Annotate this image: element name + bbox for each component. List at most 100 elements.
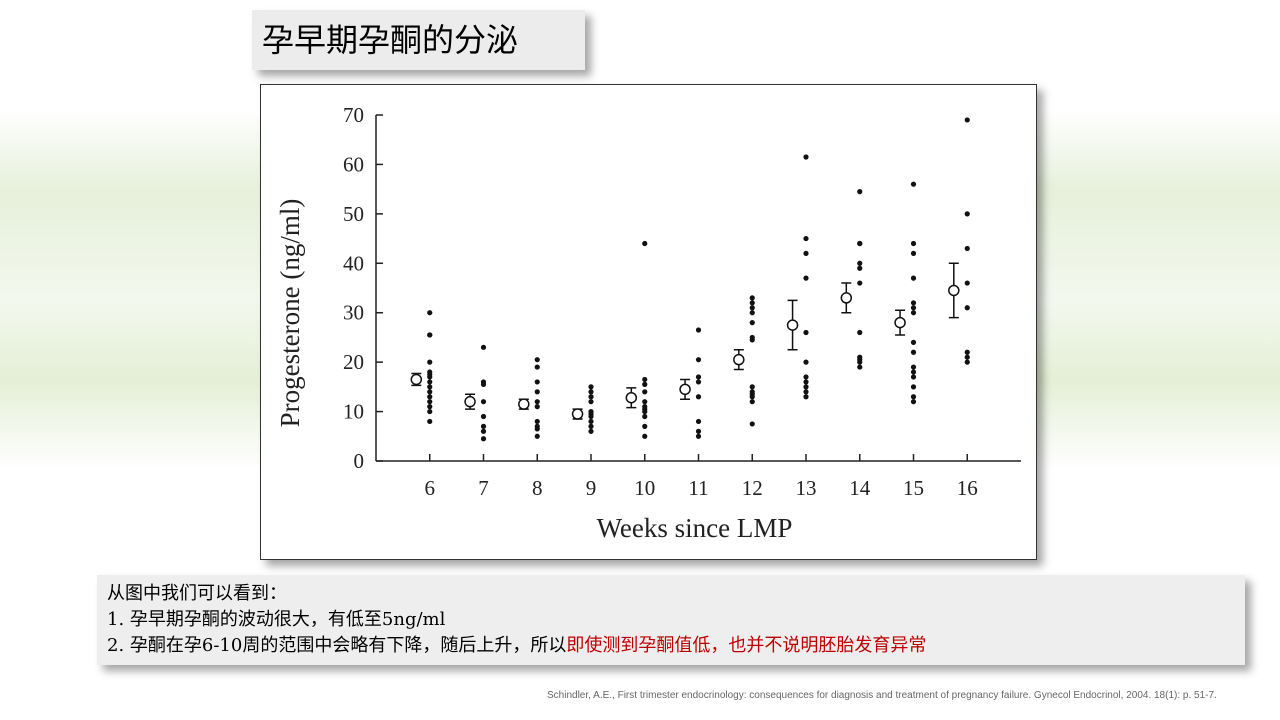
note-line: 2. 孕酮在孕6-10周的范围中会略有下降，随后上升，所以即使测到孕酮值低，也并… xyxy=(107,633,1235,659)
mean-marker xyxy=(518,398,530,410)
data-point xyxy=(534,418,540,425)
x-tick-label: 12 xyxy=(742,476,763,500)
data-point xyxy=(857,189,863,195)
data-point xyxy=(749,300,755,306)
data-point xyxy=(642,240,648,247)
data-point xyxy=(803,250,809,256)
data-point xyxy=(964,349,970,355)
data-point xyxy=(803,389,809,395)
data-point xyxy=(695,433,702,439)
data-point xyxy=(588,389,594,395)
y-axis-label: Progesterone (ng/ml) xyxy=(275,199,305,428)
citation: Schindler, A.E., First trimester endocri… xyxy=(547,690,1217,701)
data-point xyxy=(427,374,433,380)
data-point xyxy=(964,117,970,123)
data-point xyxy=(642,389,648,395)
note-text: 即使测到孕酮值低，也并不说明胚胎发育异常 xyxy=(566,635,927,656)
mean-marker xyxy=(679,383,691,396)
data-point xyxy=(803,394,809,400)
data-point xyxy=(534,364,540,370)
data-point xyxy=(588,413,594,420)
mean-marker xyxy=(733,353,745,366)
data-point xyxy=(749,337,755,343)
data-point xyxy=(427,379,433,385)
data-point xyxy=(642,376,648,383)
data-point xyxy=(642,399,648,405)
data-point xyxy=(910,364,917,370)
data-point xyxy=(964,280,970,286)
note-text: 1. 孕早期孕酮的波动很大，有低至5ng/ml xyxy=(107,609,446,630)
data-point xyxy=(910,349,917,355)
data-point xyxy=(910,394,917,400)
x-axis-label: Weeks since LMP xyxy=(597,513,793,543)
chart-frame: 0 10 20 30 40 50 60 70 6 7 8 9 10 11 12 13 14 15 16 Weeks s… xyxy=(260,84,1037,560)
data-point xyxy=(749,320,755,326)
mean-marker xyxy=(571,408,584,420)
data-point xyxy=(749,399,755,405)
x-tick-label: 16 xyxy=(957,476,978,500)
mean-marker xyxy=(786,319,799,331)
data-point xyxy=(642,381,648,387)
data-point xyxy=(427,399,433,405)
data-point xyxy=(910,399,917,405)
data-point xyxy=(749,384,755,390)
data-point xyxy=(588,384,594,390)
data-point xyxy=(480,428,487,434)
data-point xyxy=(964,245,970,252)
chart: 0 10 20 30 40 50 60 70 6 7 8 9 10 11 12 13 14 15 16 Weeks s… xyxy=(275,103,1021,543)
data-point xyxy=(803,275,809,281)
data-point xyxy=(427,389,433,395)
data-point xyxy=(427,359,433,365)
data-point xyxy=(803,235,809,242)
data-point xyxy=(427,408,433,415)
notes: 从图中我们可以看到： 1. 孕早期孕酮的波动很大，有低至5ng/ml 2. 孕酮在孕… xyxy=(97,575,1245,665)
data-point xyxy=(857,265,863,271)
x-tick-label: 10 xyxy=(634,476,655,500)
data-point xyxy=(857,280,863,286)
y-tick-label: 20 xyxy=(343,350,364,374)
note-text: 从图中我们可以看到： xyxy=(107,583,287,604)
y-tick-label: 0 xyxy=(354,449,365,473)
data-point xyxy=(910,305,917,311)
y-tick-label: 30 xyxy=(343,301,364,325)
x-tick-label: 13 xyxy=(796,476,817,500)
data-point xyxy=(857,240,863,247)
data-point xyxy=(910,374,917,380)
data-point xyxy=(695,394,702,400)
data-point xyxy=(695,418,702,425)
data-point xyxy=(749,295,755,301)
data-point xyxy=(910,275,917,281)
data-point xyxy=(534,399,540,405)
data-point xyxy=(803,379,809,385)
data-point xyxy=(642,433,648,439)
mean-marker xyxy=(410,373,423,386)
data-point xyxy=(695,374,702,380)
data-point xyxy=(857,329,863,336)
data-point xyxy=(534,379,540,385)
data-point xyxy=(427,404,433,410)
data-point xyxy=(480,413,487,420)
data-point xyxy=(588,428,594,434)
data-point xyxy=(642,423,648,429)
note-line: 从图中我们可以看到： xyxy=(107,581,1235,607)
data-point xyxy=(427,384,433,390)
data-point xyxy=(695,327,702,333)
y-tick-label: 60 xyxy=(343,152,364,176)
data-point xyxy=(857,364,863,370)
data-point xyxy=(588,423,594,429)
data-point xyxy=(480,399,487,405)
data-point xyxy=(534,389,540,395)
data-point xyxy=(534,404,540,410)
data-point xyxy=(588,394,594,400)
data-point xyxy=(749,421,755,427)
data-point xyxy=(910,181,917,187)
y-tick-label: 40 xyxy=(343,251,364,275)
data-point xyxy=(480,423,487,429)
x-tick-label: 7 xyxy=(478,476,489,500)
data-point xyxy=(588,418,594,425)
data-point xyxy=(910,250,917,256)
data-point xyxy=(642,408,648,415)
mean-marker xyxy=(464,395,476,408)
x-tick-label: 6 xyxy=(425,476,436,500)
data-point xyxy=(480,436,487,442)
